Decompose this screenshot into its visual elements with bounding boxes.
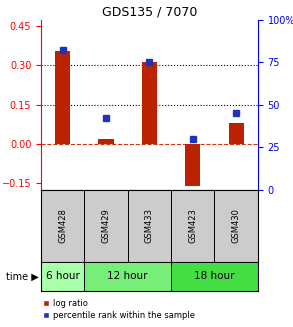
Bar <box>185 144 200 186</box>
Bar <box>229 124 244 144</box>
Text: 18 hour: 18 hour <box>194 271 235 281</box>
Bar <box>84 262 171 291</box>
Bar <box>128 190 171 262</box>
Bar <box>98 139 114 144</box>
Text: 6 hour: 6 hour <box>46 271 80 281</box>
Bar <box>171 262 258 291</box>
Bar <box>142 62 157 144</box>
Bar <box>214 190 258 262</box>
Text: 12 hour: 12 hour <box>108 271 148 281</box>
Text: time ▶: time ▶ <box>6 271 39 281</box>
Text: GSM430: GSM430 <box>232 208 241 243</box>
Text: GSM423: GSM423 <box>188 208 197 243</box>
Bar <box>55 51 70 144</box>
Bar <box>41 190 84 262</box>
Bar <box>84 190 128 262</box>
Legend: log ratio, percentile rank within the sample: log ratio, percentile rank within the sa… <box>39 296 198 323</box>
Text: GSM429: GSM429 <box>102 208 110 243</box>
Bar <box>171 190 214 262</box>
Text: GSM428: GSM428 <box>58 208 67 243</box>
Text: GSM433: GSM433 <box>145 208 154 243</box>
Title: GDS135 / 7070: GDS135 / 7070 <box>102 6 197 18</box>
Bar <box>41 262 84 291</box>
